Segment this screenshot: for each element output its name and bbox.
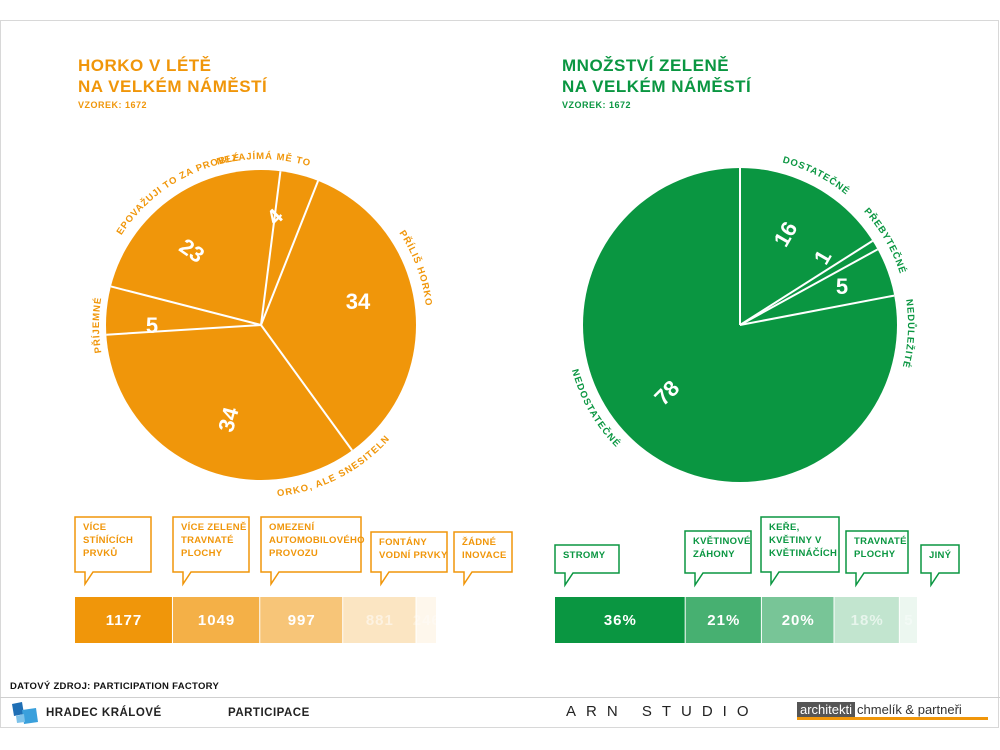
callout-box-fontany-vodni-prvky: [370, 531, 448, 587]
pie-slice-divider-nedostatecne: [739, 294, 895, 326]
bar-segment-kere-kvetiny-v-kvetinacich: [761, 597, 834, 643]
callout-label-kere-kvetiny-v-kvetinacich: KVĚTINY V: [769, 534, 822, 546]
callout-label-travnate-plochy: TRAVNATÉ: [854, 536, 907, 547]
bar-segment-stromy: [555, 597, 685, 643]
city-logo-icon: [12, 702, 38, 724]
bar-value-kvetinove-zahony: 21%: [707, 612, 740, 629]
bar-segment-kvetinove-zahony: [685, 597, 761, 643]
left-chart-title: HORKO V LÉTĚ NA VELKÉM NÁMĚSTÍ: [78, 55, 267, 97]
bar-value-jiny: 5: [904, 612, 913, 629]
bar-segment-zadne-inovace: [416, 597, 436, 643]
bar-segment-vice-zelene-travnate-plochy: [172, 597, 260, 643]
pie-slice-divider-prilis-horko: [260, 180, 319, 326]
bar-chart-2: 36%STROMY21%KVĚTINOVÉZÁHONY20%KEŘE,KVĚTI…: [554, 516, 960, 643]
left-sample: VZOREK: 1672: [78, 100, 148, 110]
callout-label-stromy: STROMY: [563, 550, 606, 561]
callout-label-kere-kvetiny-v-kvetinacich: KEŘE,: [769, 521, 800, 533]
bar-value-stromy: 36%: [604, 612, 637, 629]
callout-label-kvetinove-zahony: KVĚTINOVÉ: [693, 535, 751, 547]
partners-text: chmelík & partneři: [857, 702, 962, 717]
architekti-underline: [797, 717, 988, 720]
pie-slice-divider-prijemne: [106, 324, 262, 336]
callout-label-vice-stinicich-prvku: PRVKŮ: [83, 547, 118, 559]
callout-label-vice-zelene-travnate-plochy: TRAVNATÉ: [181, 535, 234, 546]
callout-box-omezeni-automobiloveho-provozu: [260, 516, 362, 587]
callout-label-fontany-vodni-prvky: FONTÁNY: [379, 537, 427, 548]
data-source: DATOVÝ ZDROJ: PARTICIPATION FACTORY: [10, 681, 220, 692]
bar-value-travnate-plochy: 18%: [851, 612, 884, 629]
pie-slice-label-prijemne: PŘÍJEMNÉ: [90, 296, 104, 354]
bar-segment-omezeni-automobiloveho-provozu: [260, 597, 343, 643]
callout-box-vice-stinicich-prvku: [74, 516, 152, 587]
page-frame: [0, 20, 999, 728]
arn-studio-logo: ARN STUDIO: [566, 703, 759, 720]
right-title-line2: NA VELKÉM NÁMĚSTÍ: [562, 77, 752, 96]
bar-value-omezeni-automobiloveho-provozu: 997: [288, 612, 316, 629]
callout-label-kere-kvetiny-v-kvetinacich: KVĚTINÁČÍCH: [769, 547, 837, 559]
callout-box-kvetinove-zahony: [684, 530, 752, 588]
bar-value-vice-zelene-travnate-plochy: 1049: [198, 612, 235, 629]
left-title-line1: HORKO V LÉTĚ: [78, 56, 212, 75]
pie-slice-divider-nedulezite: [739, 248, 879, 326]
callout-box-jiny: [920, 544, 960, 588]
pie-slice-label-text: NEDŮLEŽITÉ: [900, 298, 916, 369]
callout-label-vice-zelene-travnate-plochy: PLOCHY: [181, 548, 223, 559]
footer-divider: [0, 697, 1000, 698]
callout-label-zadne-inovace: ŽÁDNÉ: [462, 536, 496, 548]
pie-slice-divider-nepovazuji-to-za-problem: [110, 285, 262, 326]
callout-label-omezeni-automobiloveho-provozu: PROVOZU: [269, 548, 318, 559]
bar-segment-jiny: [899, 597, 917, 643]
bar-segment-fontany-vodni-prvky: [343, 597, 416, 643]
pie-slice-value-prilis-horko: 34: [346, 289, 371, 314]
callout-label-vice-stinicich-prvku: VÍCE: [83, 522, 106, 533]
bar-value-kere-kvetiny-v-kvetinacich: 20%: [782, 612, 815, 629]
callout-label-zadne-inovace: INOVACE: [462, 550, 507, 561]
bar-value-vice-stinicich-prvku: 1177: [106, 612, 143, 629]
pie-slice-divider-horko-ale-snesitelne: [260, 324, 353, 451]
callout-box-travnate-plochy: [845, 530, 909, 588]
callout-label-kvetinove-zahony: ZÁHONY: [693, 549, 735, 560]
callout-label-vice-zelene-travnate-plochy: VÍCE ZELENĚ: [181, 521, 247, 533]
bar-value-fontany-vodni-prvky: 881: [366, 612, 394, 629]
callout-label-omezeni-automobiloveho-provozu: OMEZENÍ: [269, 522, 314, 533]
city-name: HRADEC KRÁLOVÉ: [46, 707, 162, 719]
right-sample: VZOREK: 1672: [562, 100, 632, 110]
pie-slice-label-text: PŘÍJEMNÉ: [90, 296, 103, 354]
callout-label-travnate-plochy: PLOCHY: [854, 549, 896, 560]
bar-segment-travnate-plochy: [834, 597, 899, 643]
right-chart-title: MNOŽSTVÍ ZELENĚ NA VELKÉM NÁMĚSTÍ: [562, 55, 751, 97]
left-title-line2: NA VELKÉM NÁMĚSTÍ: [78, 77, 268, 96]
bar-segment-vice-stinicich-prvku: [75, 597, 172, 643]
pie-slice-divider-prebytecne: [739, 240, 874, 326]
bar-value-zadne-inovace: 246: [413, 612, 441, 629]
architekti-box: architekti: [797, 702, 856, 717]
callout-label-fontany-vodni-prvky: VODNÍ PRVKY: [379, 550, 448, 561]
pie-slice-divider-nezajima-me-to: [260, 171, 282, 326]
callout-box-vice-zelene-travnate-plochy: [172, 516, 250, 587]
pie-slice-value-prijemne: 5: [146, 313, 158, 338]
callout-box-zadne-inovace: [453, 531, 513, 587]
pie-slice-label-nedulezite: NEDŮLEŽITÉ: [900, 298, 917, 369]
callout-label-jiny: JINÝ: [929, 549, 952, 561]
pie-chart-2: 16DOSTATEČNÉ1PŘEBYTEČNÉ5NEDŮLEŽITÉ78NEDO…: [570, 154, 917, 482]
participace-label: PARTICIPACE: [228, 707, 310, 719]
callout-box-stromy: [554, 544, 620, 588]
architekti-logo: architekti chmelík & partneři: [797, 702, 962, 717]
callout-label-vice-stinicich-prvku: STÍNÍCÍCH: [83, 535, 133, 546]
pie-slice-value-nedulezite: 5: [836, 274, 848, 299]
right-title-line1: MNOŽSTVÍ ZELENĚ: [562, 56, 730, 75]
callout-box-kere-kvetiny-v-kvetinacich: [760, 516, 840, 587]
callout-label-omezeni-automobiloveho-provozu: AUTOMOBILOVÉHO: [269, 535, 365, 546]
